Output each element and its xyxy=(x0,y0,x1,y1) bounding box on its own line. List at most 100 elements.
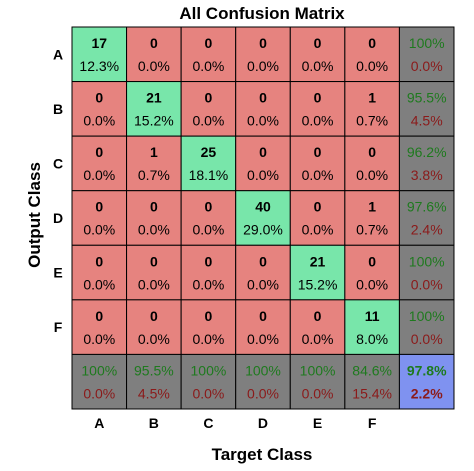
summary-cell: 100% 0.0% xyxy=(289,353,346,410)
cell-count: 0 xyxy=(368,144,376,160)
cell-count: 21 xyxy=(310,253,326,269)
cell-count: 40 xyxy=(255,199,271,215)
cell-count: 0 xyxy=(150,35,158,51)
misclassified-cell-rect xyxy=(180,81,237,137)
col-summary-correct: 100% xyxy=(245,362,281,378)
correct-cell: 21 15.2% xyxy=(126,81,182,137)
col-summary-error: 0.0% xyxy=(192,385,224,401)
col-summary-correct: 84.6% xyxy=(352,362,392,378)
misclassified-cell: 0 0.0% xyxy=(126,244,182,301)
cell-percent: 0.0% xyxy=(192,276,224,292)
row-summary-correct: 100% xyxy=(409,308,445,324)
cell-percent: 0.0% xyxy=(302,331,334,347)
target-class-tick: F xyxy=(368,415,377,431)
cell-percent: 0.0% xyxy=(192,58,224,74)
misclassified-cell-rect xyxy=(126,299,182,355)
misclassified-cell: 0 0.0% xyxy=(289,190,346,246)
summary-cell-rect xyxy=(398,135,455,192)
cell-count: 0 xyxy=(314,90,322,106)
cell-percent: 0.0% xyxy=(138,276,170,292)
cell-percent: 0.7% xyxy=(138,167,170,183)
summary-cell-rect xyxy=(398,299,455,355)
row-summary-error: 2.4% xyxy=(411,222,443,238)
cell-count: 11 xyxy=(365,308,380,324)
summary-cell: 97.6% 2.4% xyxy=(398,190,455,246)
summary-cell-rect xyxy=(398,190,455,246)
col-summary-error: 0.0% xyxy=(83,385,115,401)
misclassified-cell: 0 0.0% xyxy=(180,299,237,355)
row-summary-error: 0.0% xyxy=(411,276,443,292)
cell-percent: 18.1% xyxy=(189,167,229,183)
misclassified-cell: 0 0.0% xyxy=(235,135,291,192)
row-summary-error: 0.0% xyxy=(411,331,443,347)
cell-percent: 0.0% xyxy=(302,58,334,74)
cell-count: 0 xyxy=(205,90,213,106)
cell-count: 17 xyxy=(91,35,107,51)
total-accuracy-cell: 97.8% 2.2% xyxy=(398,353,455,410)
cell-count: 0 xyxy=(314,144,322,160)
cell-percent: 0.0% xyxy=(302,222,334,238)
target-class-tick: E xyxy=(313,415,322,431)
cell-count: 1 xyxy=(368,90,376,106)
summary-cell: 84.6% 15.4% xyxy=(344,353,400,410)
cell-count: 0 xyxy=(150,308,158,324)
misclassified-cell: 0 0.0% xyxy=(126,26,182,83)
cell-percent: 0.0% xyxy=(192,113,224,129)
summary-cell-rect xyxy=(71,353,128,410)
cell-percent: 0.0% xyxy=(247,331,279,347)
cell-percent: 0.0% xyxy=(138,222,170,238)
col-summary-correct: 95.5% xyxy=(134,362,174,378)
misclassified-cell-rect xyxy=(126,26,182,83)
correct-cell: 11 8.0% xyxy=(344,299,400,355)
target-class-ticks: A B C D E F xyxy=(94,415,377,431)
misclassified-cell: 0 0.0% xyxy=(344,26,400,83)
total-accuracy-cell-rect xyxy=(398,353,455,410)
misclassified-cell: 0 0.0% xyxy=(235,26,291,83)
misclassified-cell-rect xyxy=(71,244,128,301)
correct-cell: 21 15.2% xyxy=(289,244,346,301)
misclassified-cell-rect xyxy=(289,299,346,355)
summary-cell: 100% 0.0% xyxy=(398,299,455,355)
misclassified-cell-rect xyxy=(344,135,400,192)
row-summary-correct: 100% xyxy=(409,35,445,51)
col-summary-error: 15.4% xyxy=(352,385,392,401)
cell-count: 0 xyxy=(368,253,376,269)
matrix-grid: 17 12.3% 0 0.0% 0 0.0% 0 0.0% 0 0.0% 0 0.0% 100% 0.0%… xyxy=(71,26,455,410)
misclassified-cell: 1 0.7% xyxy=(126,135,182,192)
misclassified-cell: 0 0.0% xyxy=(71,244,128,301)
row-summary-error: 4.5% xyxy=(411,113,443,129)
cell-percent: 0.0% xyxy=(138,331,170,347)
misclassified-cell: 0 0.0% xyxy=(235,299,291,355)
cell-count: 0 xyxy=(150,253,158,269)
misclassified-cell: 0 0.0% xyxy=(126,190,182,246)
misclassified-cell: 0 0.0% xyxy=(71,299,128,355)
misclassified-cell: 0 0.0% xyxy=(180,190,237,246)
summary-cell: 100% 0.0% xyxy=(398,244,455,301)
cell-percent: 0.7% xyxy=(356,113,388,129)
misclassified-cell-rect xyxy=(235,299,291,355)
cell-count: 25 xyxy=(201,144,217,160)
cell-percent: 0.0% xyxy=(302,167,334,183)
cell-percent: 12.3% xyxy=(79,58,119,74)
cell-count: 0 xyxy=(95,90,103,106)
cell-count: 0 xyxy=(368,35,376,51)
cell-percent: 29.0% xyxy=(243,222,283,238)
cell-percent: 0.0% xyxy=(83,167,115,183)
cell-count: 0 xyxy=(205,253,213,269)
cell-count: 0 xyxy=(205,308,213,324)
total-error: 2.2% xyxy=(411,385,443,401)
cell-count: 0 xyxy=(150,199,158,215)
col-summary-correct: 100% xyxy=(300,362,336,378)
cell-percent: 0.0% xyxy=(356,276,388,292)
correct-cell: 40 29.0% xyxy=(235,190,291,246)
cell-count: 0 xyxy=(314,35,322,51)
summary-cell: 100% 0.0% xyxy=(235,353,291,410)
misclassified-cell: 0 0.0% xyxy=(235,81,291,137)
cell-percent: 0.0% xyxy=(247,167,279,183)
y-axis-label: Output Class xyxy=(25,162,44,268)
cell-count: 0 xyxy=(259,35,267,51)
target-class-tick: D xyxy=(258,415,268,431)
misclassified-cell-rect xyxy=(180,244,237,301)
cell-count: 0 xyxy=(95,144,103,160)
